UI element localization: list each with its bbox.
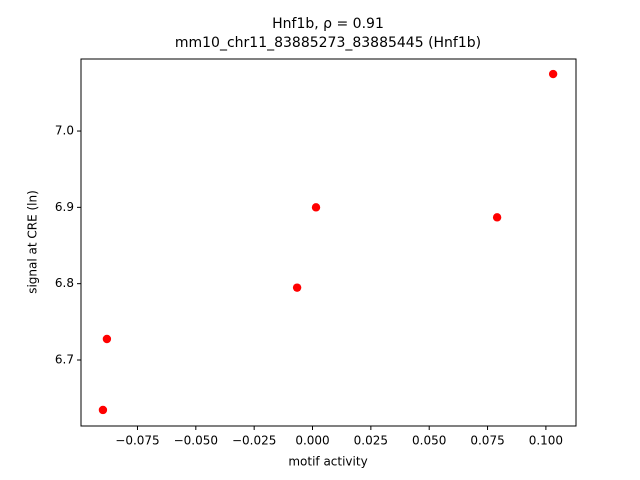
y-tick-label: 6.7 [55,352,74,366]
x-tick-label: 0.050 [412,434,446,448]
scatter-point [102,334,112,344]
scatter-point [98,405,108,415]
x-axis-label: motif activity [288,455,367,469]
x-tick-label: −0.025 [232,434,276,448]
y-tick-label: 7.0 [55,124,74,138]
x-tick-label: −0.050 [174,434,218,448]
x-tick-label: 0.025 [354,434,388,448]
chart-subtitle: mm10_chr11_83885273_83885445 (Hnf1b) [175,35,481,51]
y-tick-label: 6.9 [55,200,74,214]
x-tick-label: 0.100 [529,434,563,448]
scatter-point [548,69,558,79]
y-axis-label: signal at CRE (ln) [26,190,40,294]
scatter-point [492,213,502,222]
scatter-point [311,203,321,212]
plot-frame [80,58,577,427]
y-tick-label: 6.8 [55,276,74,290]
x-tick-label: 0.000 [295,434,329,448]
x-tick-label: −0.075 [115,434,159,448]
chart-title: Hnf1b, ρ = 0.91 [272,16,384,32]
scatter-point [292,283,302,292]
x-tick-label: 0.075 [470,434,504,448]
